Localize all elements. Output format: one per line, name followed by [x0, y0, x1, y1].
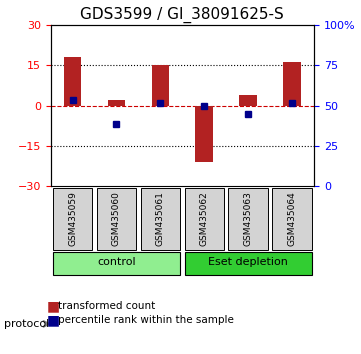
- Text: GSM435059: GSM435059: [68, 191, 77, 246]
- FancyBboxPatch shape: [140, 188, 180, 250]
- FancyBboxPatch shape: [97, 188, 136, 250]
- Title: GDS3599 / GI_38091625-S: GDS3599 / GI_38091625-S: [81, 7, 284, 23]
- Text: Eset depletion: Eset depletion: [208, 257, 288, 267]
- Bar: [283, 62, 301, 105]
- Bar: [239, 95, 257, 105]
- Bar: [64, 57, 81, 105]
- Bar: [196, 105, 213, 162]
- Text: GSM435061: GSM435061: [156, 191, 165, 246]
- Bar: [152, 65, 169, 105]
- Text: GSM435064: GSM435064: [288, 191, 297, 246]
- Text: GSM435060: GSM435060: [112, 191, 121, 246]
- Text: ■: ■: [47, 313, 60, 327]
- FancyBboxPatch shape: [184, 188, 224, 250]
- FancyBboxPatch shape: [184, 252, 312, 275]
- Bar: [108, 100, 125, 105]
- Text: percentile rank within the sample: percentile rank within the sample: [58, 315, 234, 325]
- Text: control: control: [97, 257, 136, 267]
- Text: GSM435063: GSM435063: [244, 191, 253, 246]
- Text: protocol: protocol: [4, 319, 49, 329]
- Text: transformed count: transformed count: [58, 301, 155, 311]
- FancyBboxPatch shape: [53, 188, 92, 250]
- FancyBboxPatch shape: [272, 188, 312, 250]
- Text: GSM435062: GSM435062: [200, 191, 209, 246]
- FancyBboxPatch shape: [53, 252, 180, 275]
- FancyBboxPatch shape: [229, 188, 268, 250]
- Text: ■: ■: [47, 299, 60, 313]
